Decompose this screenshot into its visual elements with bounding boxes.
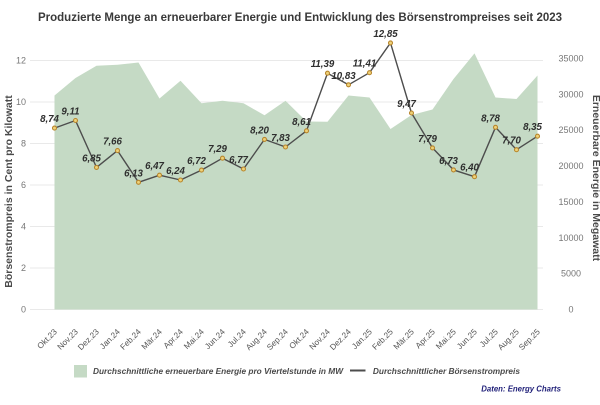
svg-text:8,35: 8,35 [523, 122, 542, 133]
svg-text:11,39: 11,39 [311, 59, 335, 70]
svg-text:6,47: 6,47 [145, 161, 164, 172]
svg-text:15000: 15000 [558, 197, 583, 207]
svg-text:10000: 10000 [558, 233, 583, 243]
svg-text:7,79: 7,79 [418, 134, 437, 145]
svg-text:25000: 25000 [558, 125, 583, 135]
svg-text:6,77: 6,77 [229, 155, 248, 166]
svg-text:20000: 20000 [558, 161, 583, 171]
svg-text:8,20: 8,20 [250, 125, 269, 136]
svg-text:11,41: 11,41 [353, 59, 377, 70]
svg-text:12: 12 [16, 56, 26, 66]
svg-text:6: 6 [21, 180, 26, 190]
svg-text:7,83: 7,83 [271, 133, 290, 144]
svg-text:7,70: 7,70 [502, 136, 521, 147]
svg-text:7,29: 7,29 [208, 144, 227, 155]
svg-text:12,85: 12,85 [373, 29, 398, 40]
svg-text:6,40: 6,40 [460, 163, 479, 174]
svg-text:Durchschnittliche erneuerbare: Durchschnittliche erneuerbare Energie pr… [93, 366, 344, 376]
svg-text:Börsenstrompreis in Cent pro K: Börsenstrompreis in Cent pro Kilowatt [3, 95, 15, 288]
svg-text:35000: 35000 [558, 54, 583, 64]
svg-text:9,47: 9,47 [397, 99, 416, 110]
svg-text:8,78: 8,78 [481, 113, 500, 124]
svg-text:6,85: 6,85 [82, 153, 101, 164]
svg-text:2: 2 [21, 263, 26, 273]
svg-text:8: 8 [21, 139, 26, 149]
svg-text:7,66: 7,66 [103, 137, 122, 148]
svg-text:10,83: 10,83 [331, 71, 356, 82]
svg-text:6,13: 6,13 [124, 168, 143, 179]
svg-text:Erneuerbare Energie in Megawat: Erneuerbare Energie in Megawatt [590, 95, 600, 262]
svg-text:6,73: 6,73 [439, 156, 458, 167]
svg-text:30000: 30000 [558, 89, 583, 99]
svg-text:8,61: 8,61 [292, 117, 311, 128]
svg-text:Durchschnittlicher Börsenstrom: Durchschnittlicher Börsenstrompreis [373, 366, 520, 376]
svg-text:5000: 5000 [561, 269, 581, 279]
svg-text:9,11: 9,11 [61, 107, 79, 118]
svg-text:0: 0 [568, 305, 573, 315]
svg-text:0: 0 [21, 305, 26, 315]
svg-text:6,72: 6,72 [187, 156, 206, 167]
svg-text:6,24: 6,24 [166, 166, 185, 177]
svg-text:8,74: 8,74 [40, 114, 59, 125]
svg-text:10: 10 [16, 97, 26, 107]
svg-text:Daten: Energy Charts: Daten: Energy Charts [481, 385, 561, 394]
svg-text:4: 4 [21, 222, 26, 232]
svg-text:Produzierte Menge an erneuerba: Produzierte Menge an erneuerbarer Energi… [38, 12, 562, 24]
